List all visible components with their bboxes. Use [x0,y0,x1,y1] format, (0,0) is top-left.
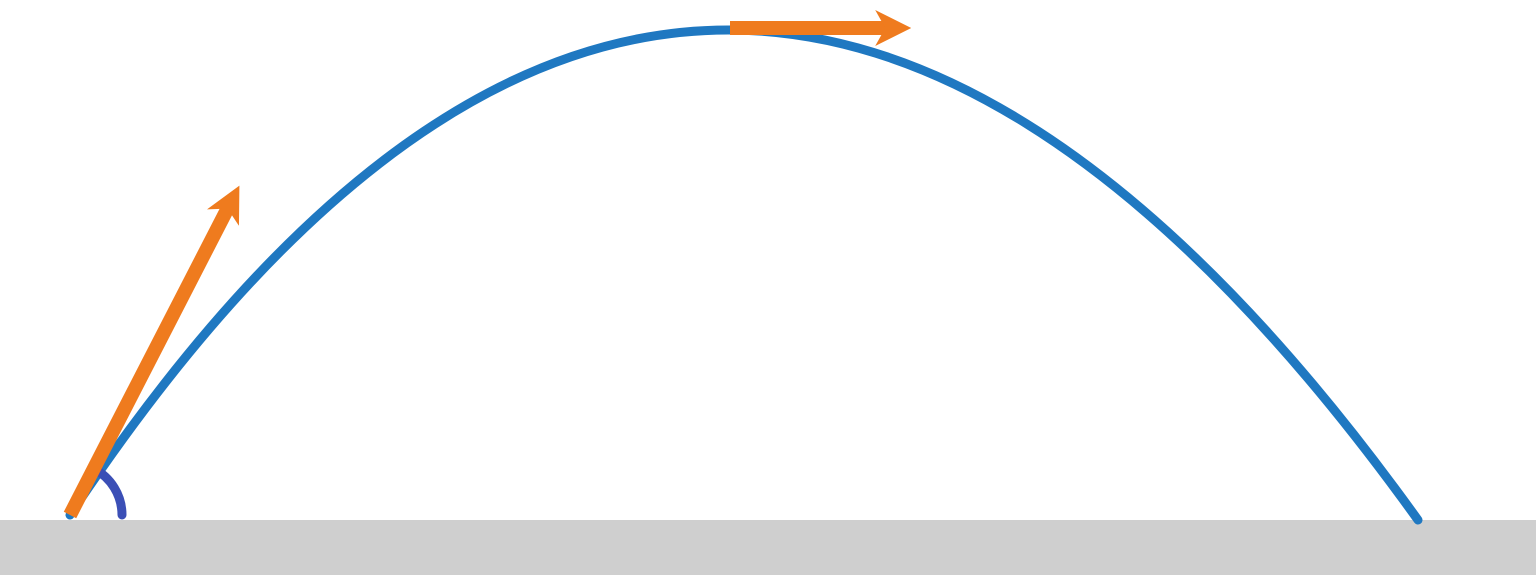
trajectory-curve [70,30,1418,520]
projectile-diagram [0,0,1536,575]
ground-shadow [0,520,1536,575]
launch-velocity-arrow [70,200,232,515]
